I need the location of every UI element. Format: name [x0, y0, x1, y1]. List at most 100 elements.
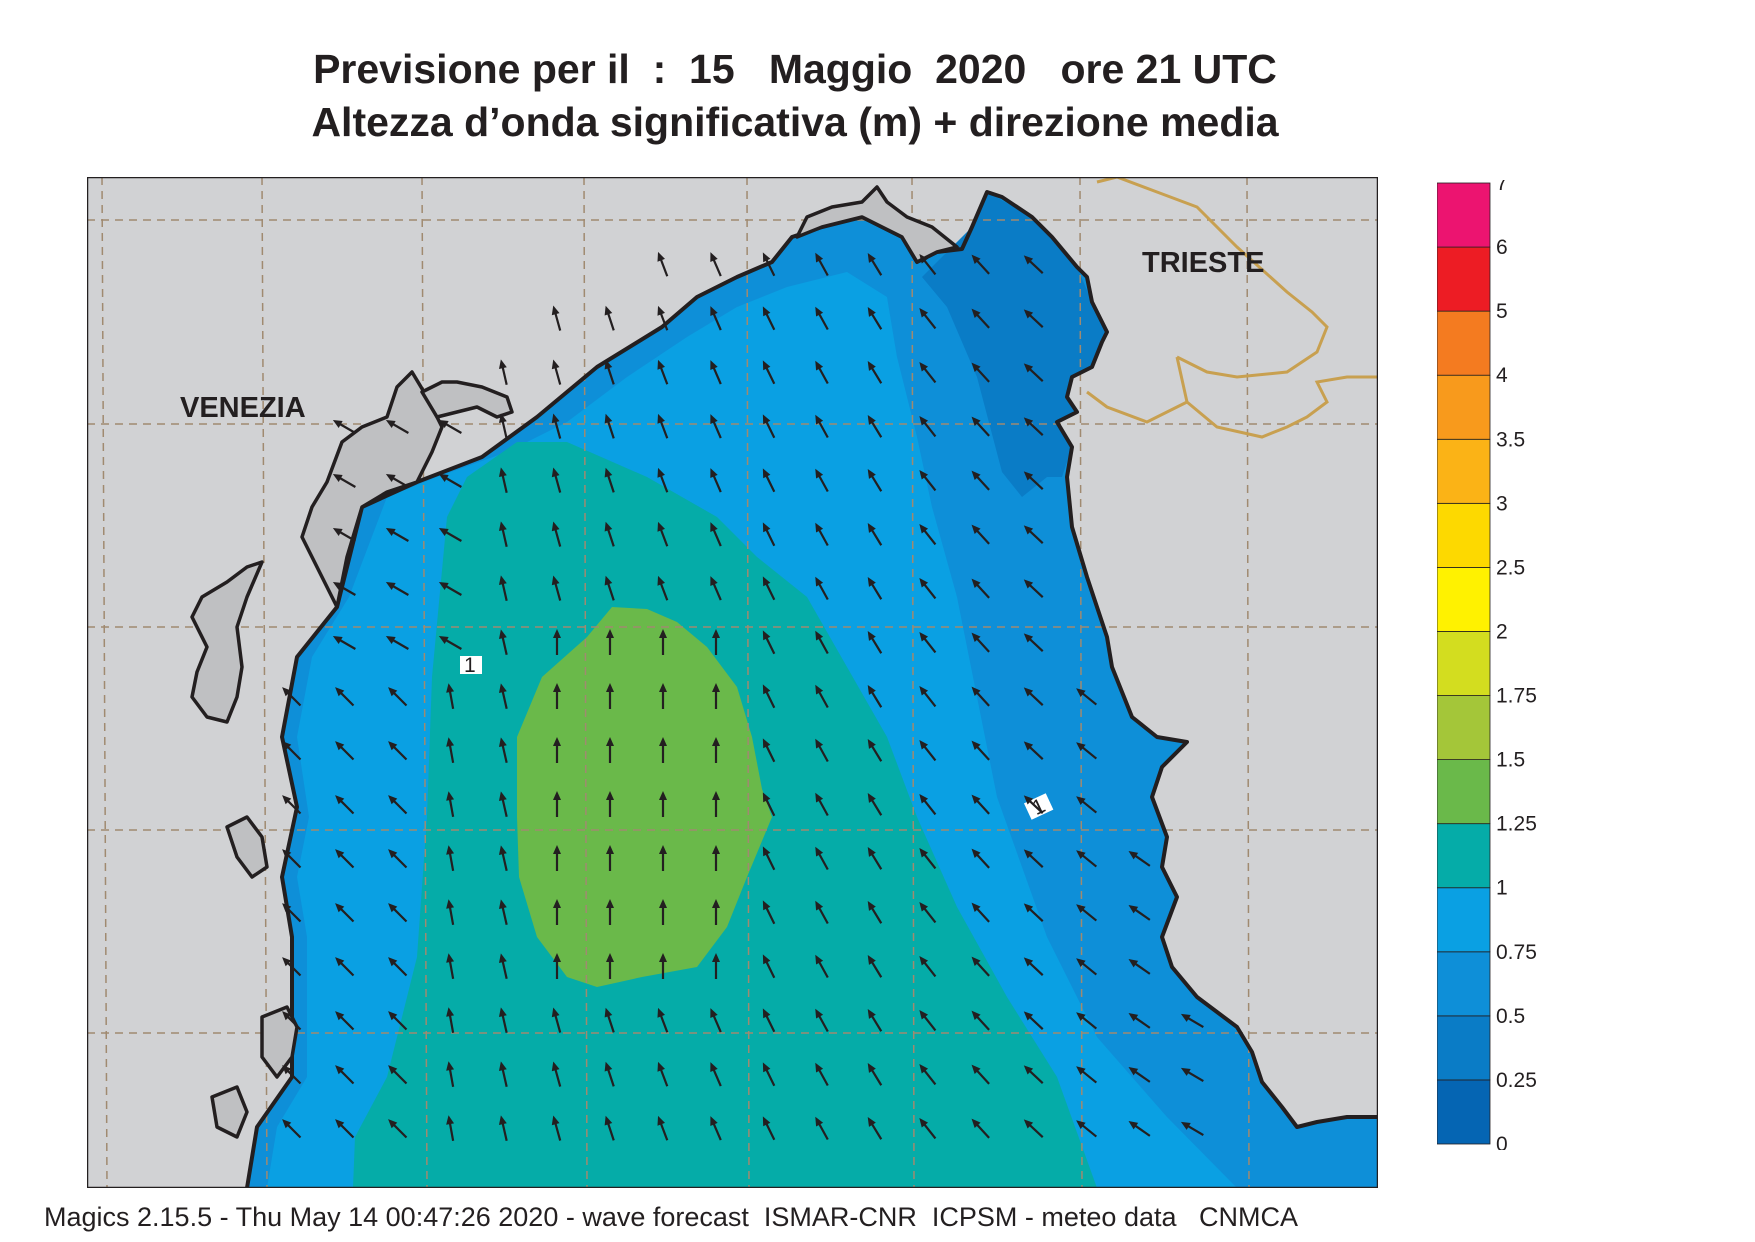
- wave-arrow: [657, 1007, 669, 1033]
- wave-arrow: [762, 684, 776, 709]
- wave-arrow: [1023, 417, 1044, 437]
- wave-arrow: [657, 467, 669, 493]
- legend-band: [1437, 759, 1491, 825]
- wave-arrow: [867, 739, 883, 762]
- wave-arrow: [815, 576, 829, 601]
- legend-band: [1437, 951, 1491, 1017]
- wave-arrow: [606, 845, 614, 871]
- wave-arrow: [710, 414, 722, 439]
- wave-arrow: [606, 683, 614, 709]
- wave-arrow: [657, 359, 669, 385]
- wave-arrow: [553, 683, 561, 709]
- wave-arrow: [438, 636, 462, 650]
- map-frame: [87, 177, 1378, 1188]
- wave-arrow: [710, 252, 722, 277]
- wave-arrow: [335, 795, 355, 815]
- title-line-1: Previsione per il : 15 Maggio 2020 ore 2…: [313, 46, 1277, 92]
- wave-arrow: [498, 467, 508, 493]
- wave-arrow: [388, 1011, 408, 1031]
- wave-arrow: [971, 1010, 990, 1031]
- wave-arrow: [712, 899, 720, 925]
- wave-arrow: [1128, 1013, 1151, 1029]
- wave-arrow: [659, 845, 667, 871]
- wave-arrow: [385, 474, 409, 488]
- wave-arrow: [710, 522, 722, 547]
- wave-arrow: [762, 360, 776, 385]
- wave-arrow: [438, 420, 462, 434]
- legend-tick-label: 1: [1496, 877, 1508, 900]
- legend-band: [1437, 631, 1491, 696]
- wave-arrow: [1023, 633, 1044, 653]
- wave-arrow: [710, 1008, 722, 1033]
- wave-arrow: [762, 252, 776, 277]
- wave-arrow: [712, 953, 720, 979]
- legend-band: [1437, 246, 1491, 312]
- wave-arrow: [332, 582, 356, 596]
- wave-arrow: [498, 1007, 508, 1033]
- legend-tick-label: 7: [1496, 180, 1508, 195]
- wave-arrow: [867, 1063, 883, 1086]
- band-1.25-1.5: [517, 607, 772, 987]
- wave-arrow: [335, 741, 355, 761]
- wave-arrow: [335, 849, 355, 869]
- wave-arrow: [712, 737, 720, 763]
- title-line-2: Altezza d’onda significativa (m) + direz…: [311, 99, 1279, 145]
- wave-arrow: [606, 953, 614, 979]
- wave-arrow: [604, 467, 615, 493]
- wave-arrow: [919, 632, 937, 654]
- wave-arrow: [971, 686, 990, 707]
- wave-arrow: [385, 636, 409, 650]
- wave-arrow: [606, 629, 614, 655]
- wave-arrow: [551, 1061, 562, 1087]
- contour-label-1b: 1: [1023, 793, 1054, 820]
- wave-arrow: [551, 521, 562, 547]
- wave-arrow: [446, 1007, 455, 1034]
- wave-arrow: [335, 1065, 355, 1085]
- wave-arrow: [762, 522, 776, 547]
- wave-arrow: [867, 469, 883, 492]
- wave-arrow: [332, 636, 356, 650]
- wave-arrow: [551, 575, 562, 601]
- wave-arrow: [1076, 850, 1098, 868]
- wave-arrow: [762, 1062, 776, 1087]
- wave-arrow: [971, 578, 990, 599]
- wave-arrow: [971, 308, 990, 329]
- wave-arrow: [498, 791, 508, 817]
- wave-arrow: [971, 632, 990, 653]
- wave-arrow: [604, 1061, 615, 1087]
- wave-arrow: [332, 474, 356, 488]
- wave-arrow: [919, 1118, 937, 1140]
- wave-arrow: [762, 954, 776, 979]
- legend-band: [1437, 823, 1491, 889]
- wave-arrow: [657, 305, 669, 331]
- wave-arrow: [815, 1008, 829, 1033]
- legend-band: [1437, 1015, 1491, 1081]
- wave-arrow: [762, 630, 776, 655]
- wave-arrow: [604, 521, 615, 547]
- wave-arrow: [867, 901, 883, 924]
- wave-arrow: [815, 468, 829, 493]
- band-0.25-0.5: [922, 192, 1107, 497]
- wave-arrow: [657, 575, 669, 601]
- wave-arrow: [762, 900, 776, 925]
- wave-arrow: [971, 902, 990, 923]
- wave-arrow: [282, 957, 302, 977]
- wave-arrow: [815, 1062, 829, 1087]
- wave-arrow: [815, 684, 829, 709]
- color-scale-legend: 0 0.25 0.5 0.75 1 1.25 1.5 1.75 2 2.5 3 3.5 4 5 6 7: [1437, 180, 1537, 1150]
- wave-arrow: [1180, 1067, 1204, 1083]
- wave-arrow: [282, 741, 302, 761]
- wave-arrow: [710, 1062, 722, 1087]
- wave-arrow: [446, 953, 455, 980]
- wave-arrow: [919, 578, 937, 600]
- wave-arrow: [971, 470, 990, 491]
- wave-arrow: [1076, 742, 1098, 760]
- wave-arrow: [282, 1011, 302, 1031]
- wave-arrow: [815, 792, 829, 817]
- wave-arrow: [762, 414, 776, 439]
- wave-arrow: [762, 1008, 776, 1033]
- wave-arrow: [388, 741, 408, 761]
- wave-arrow: [971, 362, 990, 383]
- wave-arrow: [919, 1010, 937, 1032]
- wave-arrow: [710, 1116, 722, 1141]
